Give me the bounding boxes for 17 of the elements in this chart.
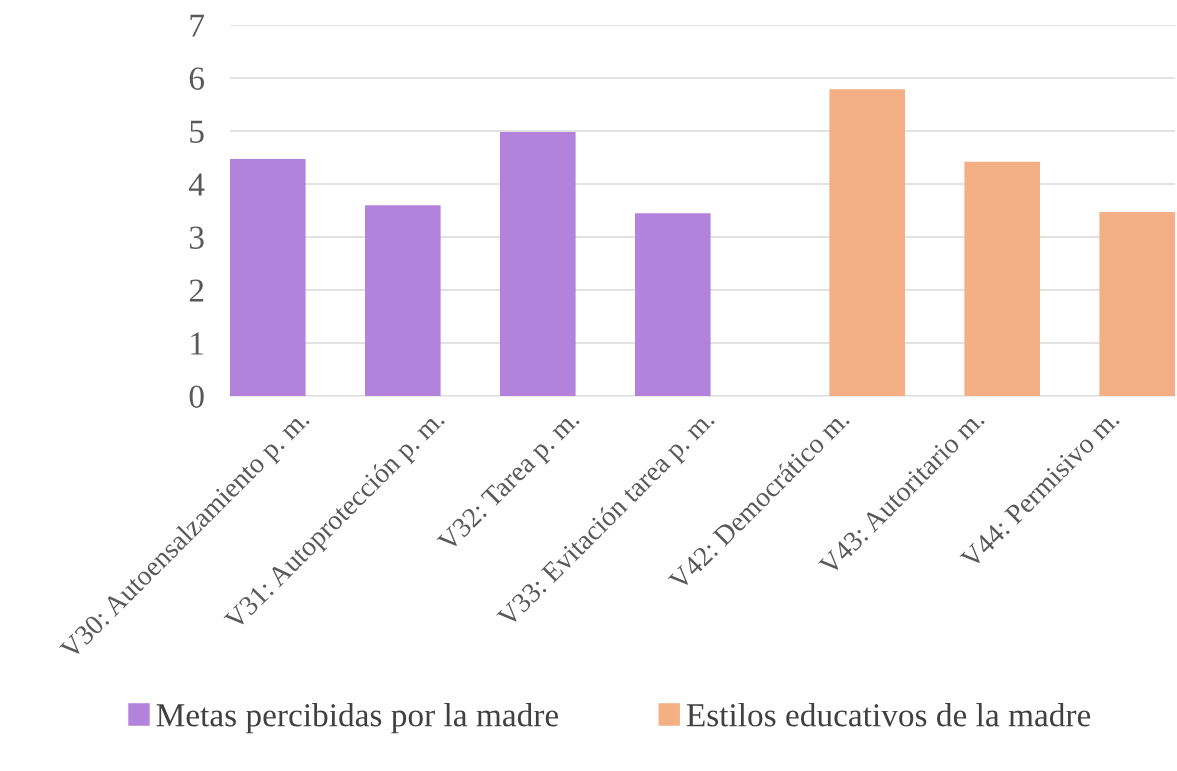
y-tick-label: 0 — [189, 385, 204, 408]
bar — [829, 89, 905, 396]
y-tick-label: 1 — [191, 332, 203, 355]
bar — [635, 213, 711, 396]
legend-label: Estilos educativos de la madre — [686, 703, 1091, 727]
bar — [500, 132, 576, 396]
y-tick-label: 4 — [188, 173, 205, 196]
y-tick-label: 6 — [189, 67, 205, 90]
bar — [964, 161, 1040, 396]
y-tick-label: 3 — [189, 226, 204, 249]
bar — [1099, 212, 1175, 396]
y-tick-label: 2 — [189, 279, 204, 302]
bar — [230, 159, 306, 396]
y-tick-label: 5 — [190, 120, 204, 143]
bar — [365, 205, 441, 396]
legend-label: Metas percibidas por la madre — [156, 703, 559, 734]
y-tick-label: 7 — [190, 14, 205, 37]
